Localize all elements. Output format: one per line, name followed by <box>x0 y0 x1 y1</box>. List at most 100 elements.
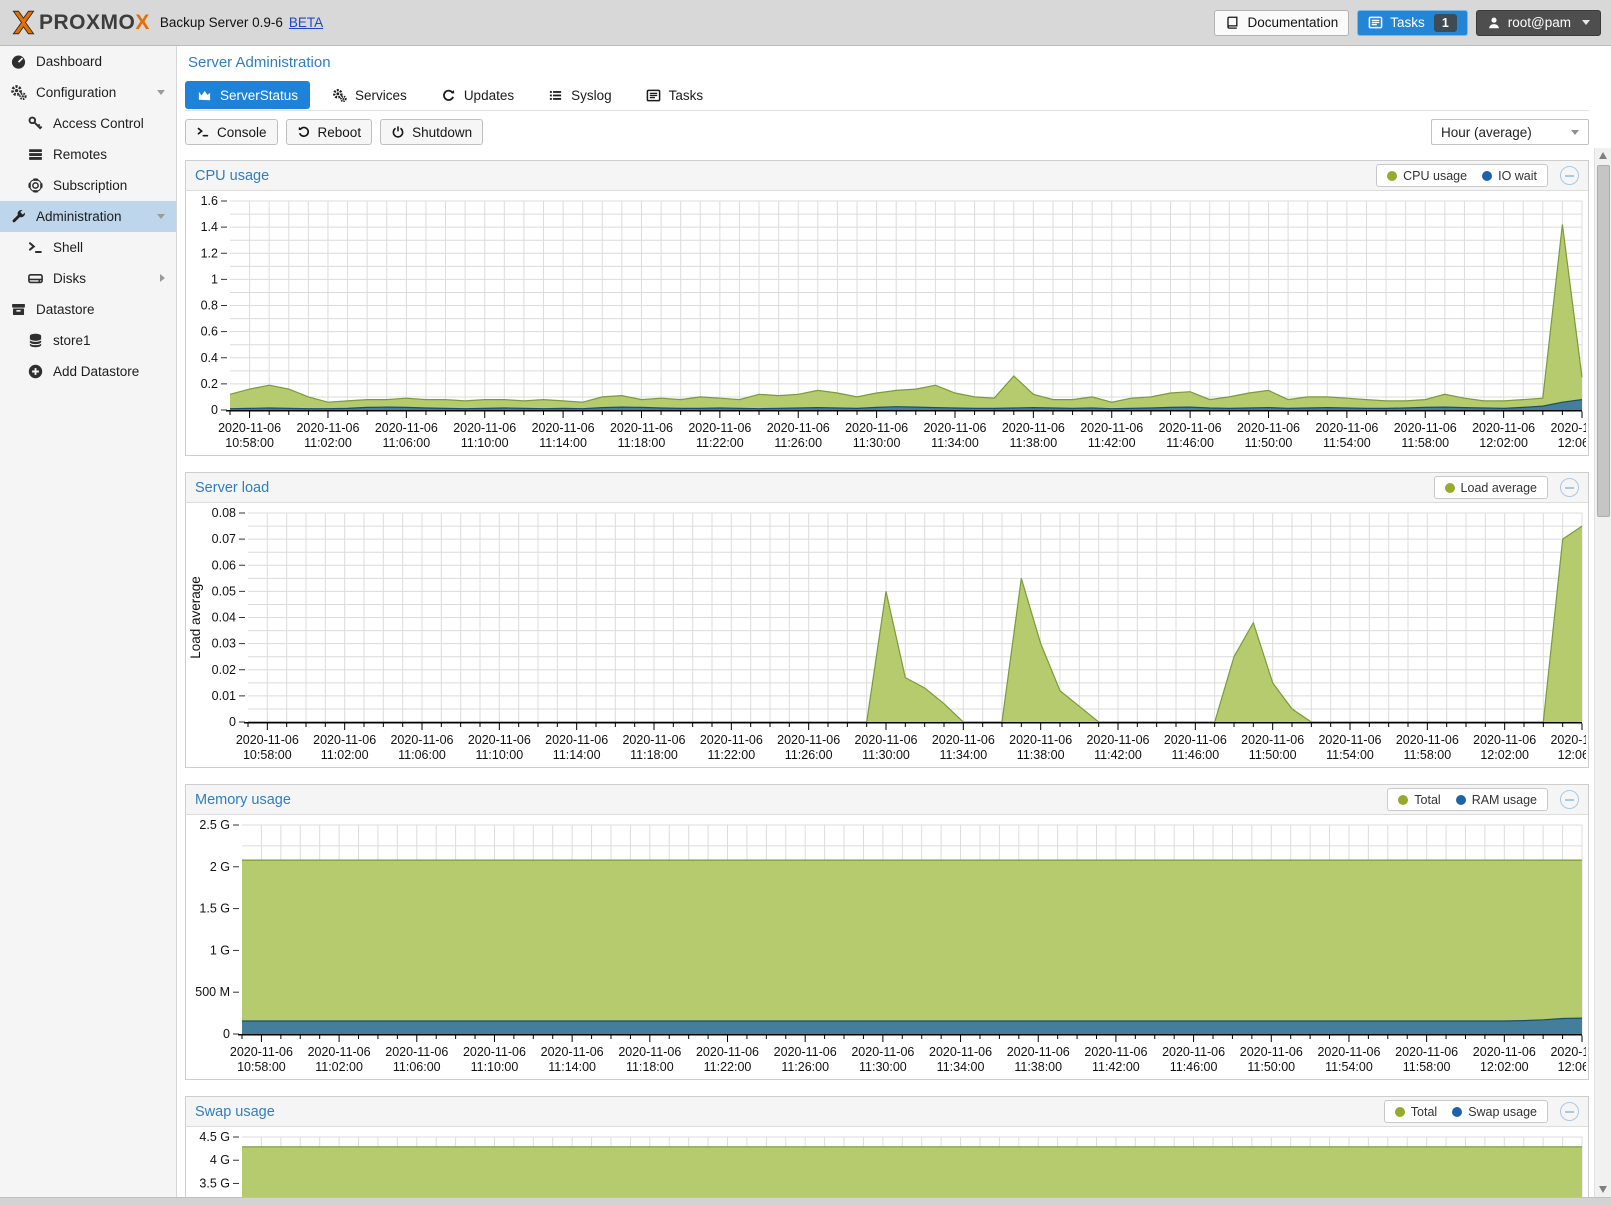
legend-label: CPU usage <box>1403 169 1467 183</box>
panel-title: CPU usage <box>195 168 269 184</box>
sidebar-item-datastore[interactable]: Datastore <box>0 294 176 325</box>
scroll-down-arrow-icon[interactable] <box>1599 1186 1607 1193</box>
svg-text:2020-11-06: 2020-11-06 <box>622 733 685 747</box>
sidebar-item-disks[interactable]: Disks <box>0 263 176 294</box>
tab-label: Tasks <box>669 88 704 103</box>
svg-text:11:46:00: 11:46:00 <box>1170 1060 1218 1074</box>
shutdown-button[interactable]: Shutdown <box>380 119 483 145</box>
console-button[interactable]: Console <box>185 119 278 145</box>
svg-text:10:58:00: 10:58:00 <box>225 436 274 450</box>
collapse-panel-button[interactable] <box>1560 478 1579 497</box>
chevron-down-icon <box>157 90 165 95</box>
chevron-right-icon <box>160 274 165 282</box>
scrollbar-thumb[interactable] <box>1597 165 1610 517</box>
user-menu-button[interactable]: root@pam <box>1476 10 1601 36</box>
power-icon <box>391 125 405 139</box>
tab-label: ServerStatus <box>220 88 298 103</box>
sidebar-item-label: Configuration <box>36 85 116 100</box>
svg-text:2020-11-06: 2020-11-06 <box>1237 421 1300 435</box>
beta-link[interactable]: BETA <box>289 15 323 30</box>
svg-text:2020-11-06: 2020-11-06 <box>308 1045 371 1059</box>
svg-text:2020-11-06: 2020-11-06 <box>1317 1045 1380 1059</box>
svg-text:2020-11-06: 2020-11-06 <box>1240 1045 1303 1059</box>
svg-text:2020-11-06: 2020-11-06 <box>1396 733 1459 747</box>
product-name: Backup Server 0.9-6 <box>160 15 283 30</box>
swap-usage-panel: Swap usage TotalSwap usage 2020-11-0610:… <box>185 1096 1589 1197</box>
svg-text:2020-11-06: 2020-11-06 <box>1080 421 1143 435</box>
sidebar-item-shell[interactable]: Shell <box>0 232 176 263</box>
cpu-usage-panel: CPU usage CPU usageIO wait 2020-11-0610:… <box>185 160 1589 456</box>
sidebar-item-dashboard[interactable]: Dashboard <box>0 46 176 77</box>
sidebar-item-subscription[interactable]: Subscription <box>0 170 176 201</box>
svg-text:0.01: 0.01 <box>212 689 236 703</box>
scroll-up-arrow-icon[interactable] <box>1599 152 1607 159</box>
sidebar-item-administration[interactable]: Administration <box>0 201 176 232</box>
svg-text:11:58:00: 11:58:00 <box>1403 1060 1451 1074</box>
svg-text:11:58:00: 11:58:00 <box>1403 748 1451 762</box>
user-label: root@pam <box>1508 15 1571 30</box>
legend-dot-icon <box>1398 795 1408 805</box>
svg-text:2020-11-06: 2020-11-06 <box>1315 421 1378 435</box>
tab-label: Services <box>355 88 407 103</box>
svg-text:2020-11-06: 2020-11-06 <box>296 421 359 435</box>
svg-text:11:02:00: 11:02:00 <box>321 748 369 762</box>
toolbar: Console Reboot Shutdown Hour (average) <box>185 118 1589 146</box>
legend-item: Swap usage <box>1452 1105 1537 1119</box>
life-ring-icon <box>27 177 44 194</box>
refresh-icon <box>441 88 456 103</box>
sidebar-item-store1[interactable]: store1 <box>0 325 176 356</box>
sidebar-item-configuration[interactable]: Configuration <box>0 77 176 108</box>
sidebar-item-add-datastore[interactable]: Add Datastore <box>0 356 176 387</box>
collapse-panel-button[interactable] <box>1560 1102 1579 1121</box>
svg-text:11:22:00: 11:22:00 <box>704 1060 752 1074</box>
tasks-button[interactable]: Tasks 1 <box>1357 10 1467 36</box>
sidebar-item-label: Dashboard <box>36 54 102 69</box>
legend-label: Swap usage <box>1468 1105 1537 1119</box>
tab-updates[interactable]: Updates <box>429 81 526 109</box>
svg-text:0: 0 <box>211 403 218 417</box>
book-icon <box>1225 15 1240 30</box>
vertical-scrollbar[interactable] <box>1594 148 1611 1197</box>
svg-text:0: 0 <box>229 715 236 729</box>
sidebar-item-access-control[interactable]: Access Control <box>0 108 176 139</box>
chevron-down-icon <box>1571 130 1579 135</box>
reboot-button[interactable]: Reboot <box>286 119 373 145</box>
svg-text:2020-11-06: 2020-11-06 <box>1472 421 1535 435</box>
panel-title: Swap usage <box>195 1104 275 1120</box>
sidebar-item-label: Administration <box>36 209 122 224</box>
svg-text:12:06:00: 12:06:00 <box>1558 1060 1586 1074</box>
tab-services[interactable]: Services <box>320 81 419 109</box>
chart-body: 2020-11-0610:58:002020-11-0611:02:002020… <box>186 191 1588 454</box>
gears-icon <box>10 84 27 101</box>
svg-text:0.2: 0.2 <box>201 377 218 391</box>
svg-text:11:22:00: 11:22:00 <box>707 748 755 762</box>
svg-text:11:26:00: 11:26:00 <box>774 436 822 450</box>
cpu-usage-chart: 2020-11-0610:58:002020-11-0611:02:002020… <box>186 191 1586 454</box>
svg-text:2020-11-06: 2020-11-06 <box>1164 733 1227 747</box>
database-icon <box>27 332 44 349</box>
undo-icon <box>297 125 311 139</box>
tab-serverstatus[interactable]: ServerStatus <box>185 81 310 109</box>
collapse-panel-button[interactable] <box>1560 166 1579 185</box>
sidebar-item-remotes[interactable]: Remotes <box>0 139 176 170</box>
svg-text:2020-11-06: 2020-11-06 <box>1241 733 1304 747</box>
tab-label: Syslog <box>571 88 612 103</box>
svg-text:11:34:00: 11:34:00 <box>937 1060 985 1074</box>
documentation-button[interactable]: Documentation <box>1214 10 1349 36</box>
svg-text:11:10:00: 11:10:00 <box>475 748 523 762</box>
brand-word: PROXMOX <box>39 11 150 35</box>
chart-body: 2020-11-0610:58:002020-11-0611:02:002020… <box>186 1127 1588 1197</box>
key-icon <box>27 115 44 132</box>
timeframe-select[interactable]: Hour (average) <box>1431 119 1589 145</box>
list-alt-icon <box>646 88 661 103</box>
svg-text:2020-11-06: 2020-11-06 <box>545 733 608 747</box>
svg-text:2020-11-06: 2020-11-06 <box>696 1045 759 1059</box>
svg-text:2020-11-06: 2020-11-06 <box>1086 733 1149 747</box>
tab-syslog[interactable]: Syslog <box>536 81 624 109</box>
svg-text:2020-11-06: 2020-11-06 <box>1550 1045 1586 1059</box>
svg-text:2020-11-06: 2020-11-06 <box>541 1045 604 1059</box>
collapse-panel-button[interactable] <box>1560 790 1579 809</box>
svg-text:11:18:00: 11:18:00 <box>618 436 666 450</box>
swap-usage-chart: 2020-11-0610:58:002020-11-0611:02:002020… <box>186 1127 1586 1197</box>
tab-tasks[interactable]: Tasks <box>634 81 716 109</box>
